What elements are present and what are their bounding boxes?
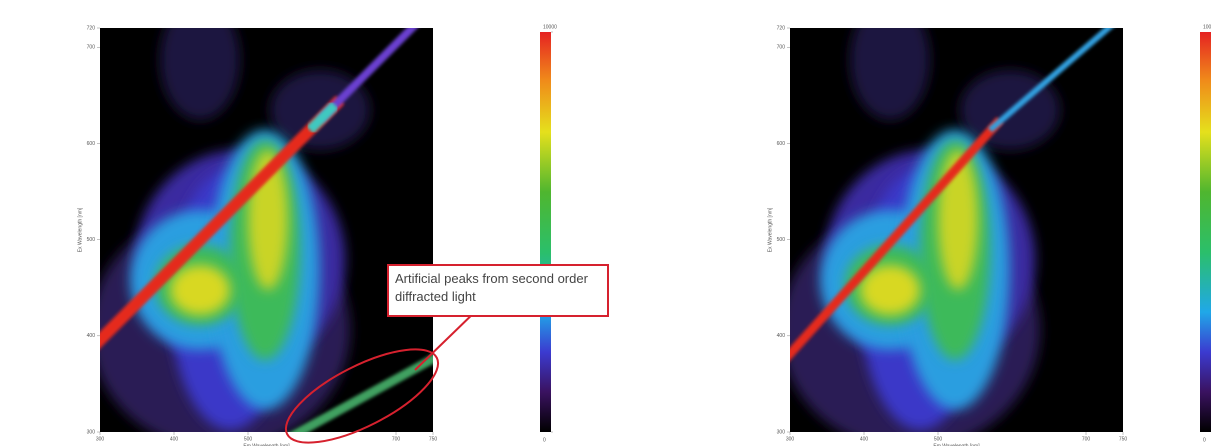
x-axis-label: Em Wavelength [nm] (243, 443, 290, 446)
colorbar-tick-label: 0 (543, 437, 546, 443)
colorbar-tick-label: 10000 (543, 24, 557, 30)
colorbar (540, 32, 551, 432)
y-tick-label: 700 (777, 45, 786, 51)
y-tick-label: 700 (87, 45, 96, 51)
y-tick-label: 720 (777, 25, 786, 31)
y-tick-label: 300 (87, 429, 96, 435)
x-tick-label: 400 (860, 436, 869, 442)
intensity-region (860, 265, 920, 315)
callout-line (414, 306, 481, 371)
y-tick-label: 720 (87, 25, 96, 31)
diagonal-band (988, 28, 1113, 133)
y-tick-label: 600 (777, 141, 786, 147)
x-tick-label: 400 (170, 436, 179, 442)
diagonal-band (306, 101, 339, 134)
y-tick-label: 300 (777, 429, 786, 435)
y-tick-label: 500 (777, 237, 786, 243)
colorbar-tick-label: 0 (1203, 437, 1206, 443)
diagonal-band (790, 116, 1004, 361)
heatmap (790, 28, 1123, 432)
x-tick-label: 750 (429, 436, 438, 442)
x-axis-label: Em Wavelength [nm] (933, 443, 980, 446)
y-tick-label: 400 (87, 333, 96, 339)
x-tick-label: 300 (96, 436, 105, 442)
colorbar-tick-label: 10000 (1203, 24, 1211, 30)
intensity-region (160, 28, 240, 120)
colorbar (1200, 32, 1211, 432)
y-tick-label: 500 (87, 237, 96, 243)
x-tick-label: 500 (934, 436, 943, 442)
y-axis-label: Ex Wavelength [nm] (767, 207, 773, 252)
heatmap (100, 28, 433, 432)
x-tick-label: 700 (392, 436, 401, 442)
x-tick-label: 300 (786, 436, 795, 442)
y-tick-label: 600 (87, 141, 96, 147)
intensity-region (170, 265, 230, 315)
y-tick-label: 400 (777, 333, 786, 339)
intensity-region (850, 28, 930, 120)
diagonal-band (317, 28, 418, 123)
diagonal-band (100, 95, 345, 349)
highlight-ellipse (284, 348, 440, 444)
x-tick-label: 700 (1082, 436, 1091, 442)
intensity-region (938, 150, 978, 290)
y-axis-label: Ex Wavelength [nm] (77, 207, 83, 252)
second-order-band (290, 353, 433, 432)
annotation: Artificial peaks from second order diffr… (387, 264, 609, 317)
x-tick-label: 750 (1119, 436, 1128, 442)
x-tick-label: 500 (244, 436, 253, 442)
